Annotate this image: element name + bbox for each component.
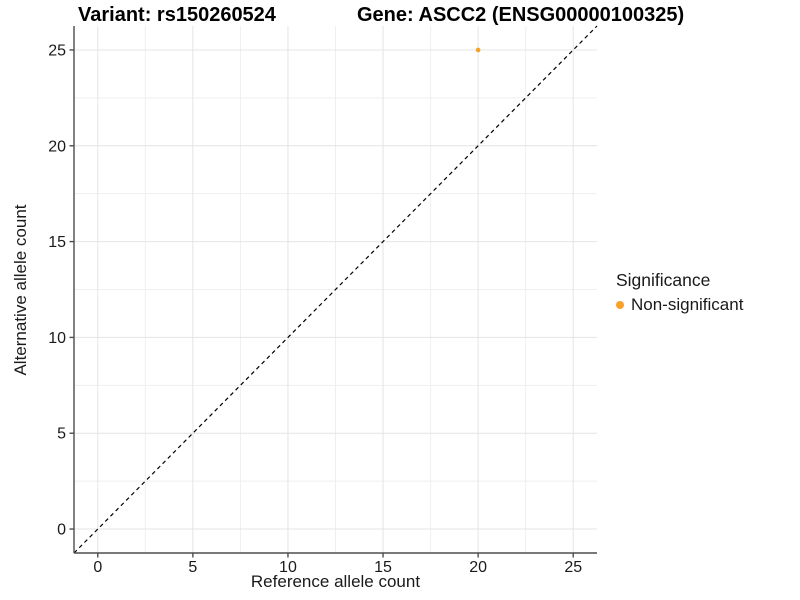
x-axis-ticks: 0 5 10 15 20 25	[93, 553, 582, 576]
svg-text:5: 5	[188, 559, 197, 576]
y-axis-title: Alternative allele count	[11, 204, 30, 376]
axis-lines	[73, 26, 597, 554]
svg-text:15: 15	[374, 559, 392, 576]
x-axis-title: Reference allele count	[250, 572, 421, 591]
legend: Significance Non-significant	[616, 270, 798, 315]
gridlines-minor	[74, 26, 597, 553]
gridlines-major	[74, 26, 597, 553]
svg-text:20: 20	[48, 138, 66, 155]
svg-text:0: 0	[93, 559, 102, 576]
legend-title: Significance	[616, 270, 711, 290]
svg-text:10: 10	[48, 330, 66, 347]
svg-text:25: 25	[564, 559, 582, 576]
data-point	[475, 47, 481, 53]
svg-text:20: 20	[469, 559, 487, 576]
plot-title-gene: Gene: ASCC2 (ENSG00000100325)	[357, 4, 685, 26]
plot-title-variant: Variant: rs150260524	[78, 4, 276, 26]
svg-text:25: 25	[48, 42, 66, 59]
legend-item-non-significant: Non-significant	[616, 295, 798, 315]
svg-text:15: 15	[48, 234, 66, 251]
legend-dot-icon	[616, 301, 624, 309]
legend-item-label: Non-significant	[631, 295, 744, 314]
identity-dashed-line	[73, 25, 598, 554]
data-points	[475, 47, 481, 53]
y-axis-ticks: 0 5 10 15 20 25	[48, 42, 74, 539]
svg-text:5: 5	[57, 426, 66, 443]
svg-text:10: 10	[279, 559, 297, 576]
svg-text:0: 0	[57, 522, 66, 539]
